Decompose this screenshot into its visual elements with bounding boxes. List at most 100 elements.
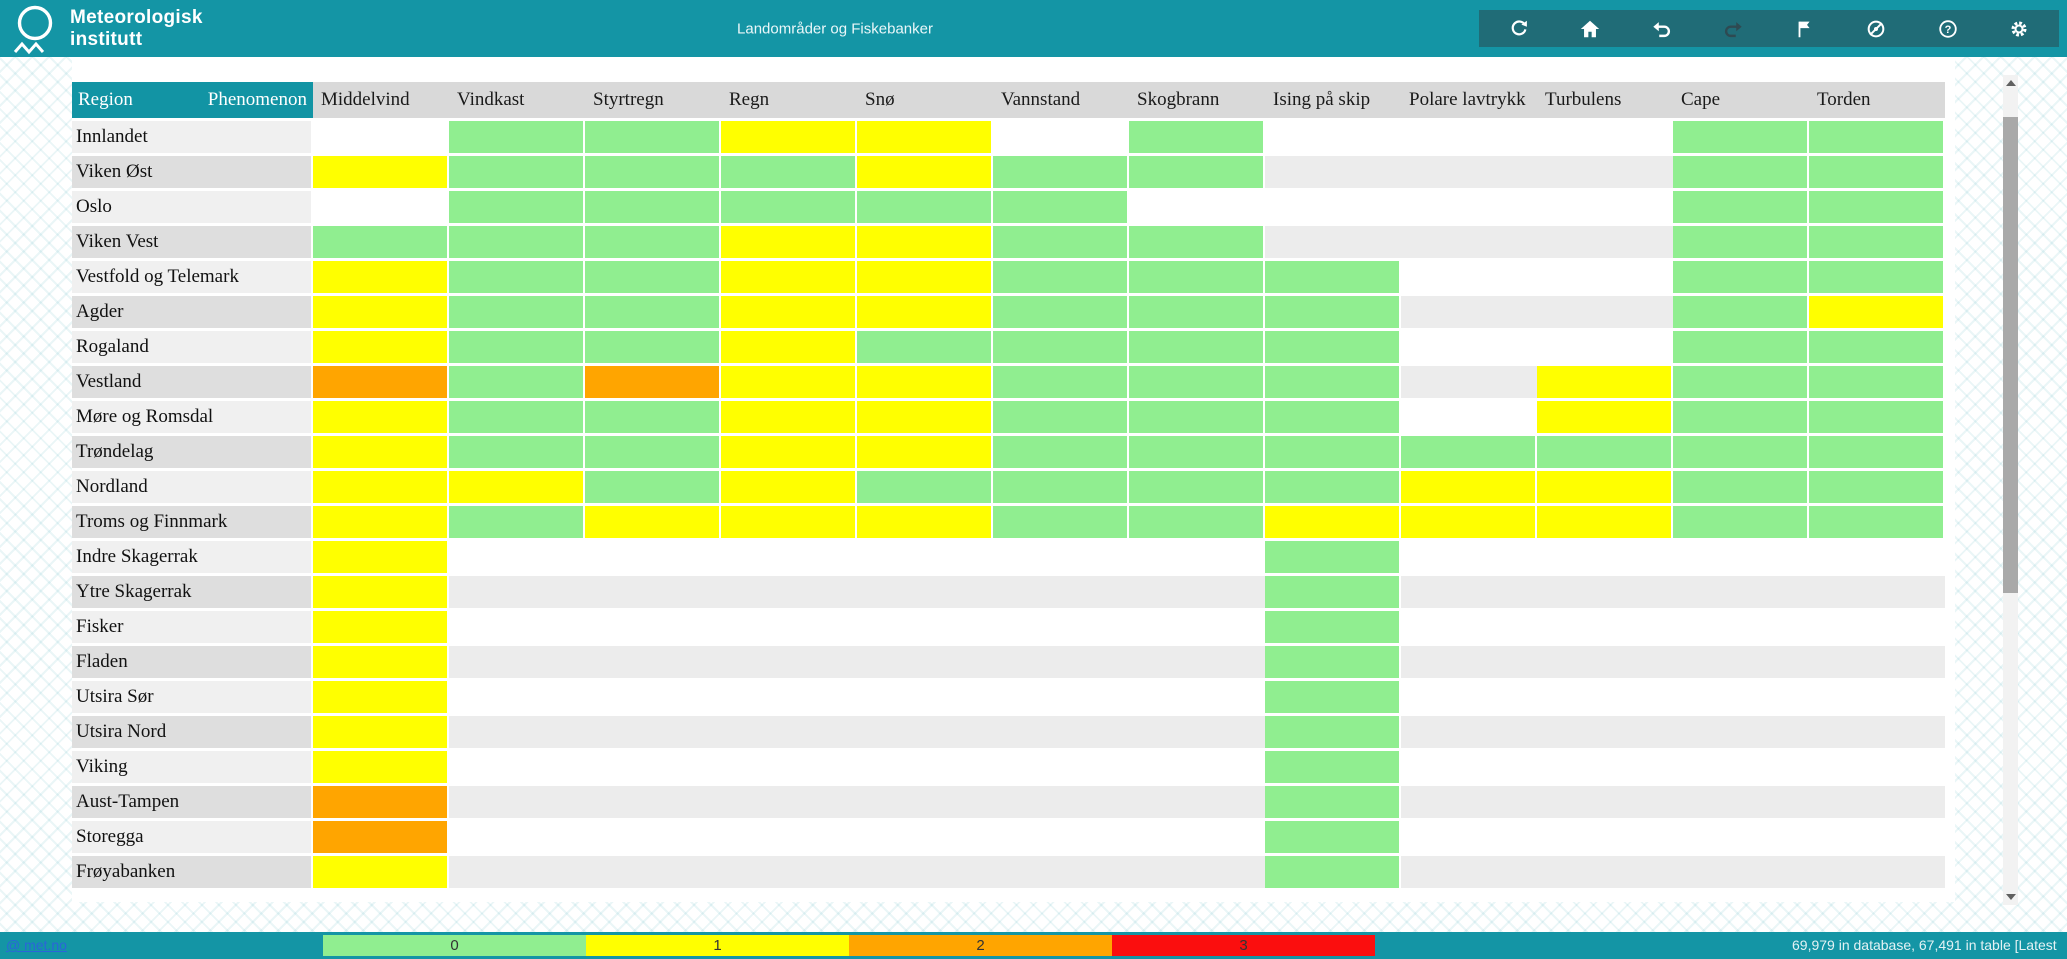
undo-icon <box>1653 21 1670 37</box>
warning-cell-severity-0 <box>1673 191 1809 226</box>
warning-cell-empty <box>1673 611 1809 646</box>
scroll-down-arrow-icon[interactable] <box>2006 894 2016 900</box>
warning-cell-severity-1 <box>721 261 857 296</box>
warning-cell-empty <box>1537 261 1673 296</box>
logo-line1: Meteorologisk <box>70 7 203 28</box>
warning-cell-severity-0 <box>1265 786 1401 821</box>
region-label: Storegga <box>72 821 313 856</box>
warning-cell-severity-1 <box>1537 506 1673 541</box>
scroll-up-arrow-icon[interactable] <box>2006 80 2016 86</box>
home-button[interactable] <box>1577 16 1603 42</box>
warning-cell-severity-0 <box>993 506 1129 541</box>
warning-cell-severity-0 <box>449 121 585 156</box>
warning-cell-severity-0 <box>1673 156 1809 191</box>
logo-text: Meteorologisk institutt <box>70 7 203 57</box>
warning-cell-severity-0 <box>1265 751 1401 786</box>
warning-cell-severity-0 <box>1129 121 1265 156</box>
warning-cell-empty <box>1537 786 1673 821</box>
warning-cell-empty <box>1537 646 1673 681</box>
warning-cell-empty <box>1537 296 1673 331</box>
warning-cell-empty <box>449 716 585 751</box>
warning-cell-empty <box>1537 716 1673 751</box>
warning-cell-empty <box>1537 576 1673 611</box>
warning-cell-empty <box>1809 541 1945 576</box>
warning-cell-severity-0 <box>449 226 585 261</box>
warning-cell-severity-0 <box>585 121 721 156</box>
warning-cell-empty <box>1537 611 1673 646</box>
warning-cell-severity-0 <box>585 331 721 366</box>
warning-cell-empty <box>449 541 585 576</box>
column-header: Vannstand <box>993 82 1129 121</box>
region-label: Vestfold og Telemark <box>72 261 313 296</box>
warning-cell-severity-1 <box>857 401 993 436</box>
warning-cell-empty <box>1401 786 1537 821</box>
warning-cell-empty <box>857 611 993 646</box>
warning-cell-severity-1 <box>1401 506 1537 541</box>
warning-cell-empty <box>1129 681 1265 716</box>
warning-cell-severity-0 <box>1265 471 1401 506</box>
column-header: Cape <box>1673 82 1809 121</box>
table-row: Aust-Tampen <box>72 786 1945 821</box>
scrollbar-thumb[interactable] <box>2003 117 2018 593</box>
warning-cell-empty <box>857 856 993 891</box>
metno-link[interactable]: @ met.no <box>6 937 67 953</box>
warning-cell-empty <box>1809 716 1945 751</box>
hide-warnings-icon <box>1867 20 1885 37</box>
warning-cell-empty <box>993 716 1129 751</box>
region-label: Ytre Skagerrak <box>72 576 313 611</box>
warning-cell-empty <box>585 646 721 681</box>
warning-cell-severity-0 <box>1265 331 1401 366</box>
warning-cell-severity-1 <box>721 121 857 156</box>
table-row: Troms og Finnmark <box>72 506 1945 541</box>
warning-cell-severity-1 <box>313 751 449 786</box>
flag-icon <box>1798 21 1810 37</box>
flag-button[interactable] <box>1792 16 1818 42</box>
table-row: Storegga <box>72 821 1945 856</box>
warning-cell-empty <box>585 821 721 856</box>
warning-cell-severity-0 <box>449 366 585 401</box>
warning-cell-severity-1 <box>313 681 449 716</box>
warning-cell-empty <box>1809 751 1945 786</box>
warning-cell-severity-1 <box>585 506 721 541</box>
settings-button[interactable] <box>2006 16 2032 42</box>
warning-cell-empty <box>1809 856 1945 891</box>
warning-cell-severity-0 <box>1265 646 1401 681</box>
redo-button[interactable] <box>1720 16 1746 42</box>
warning-cell-empty <box>721 716 857 751</box>
warning-cell-empty <box>1401 226 1537 261</box>
warning-cell-severity-1 <box>313 261 449 296</box>
region-label: Trøndelag <box>72 436 313 471</box>
warning-cell-empty <box>993 821 1129 856</box>
table-row: Ytre Skagerrak <box>72 576 1945 611</box>
warning-cell-empty <box>585 856 721 891</box>
warning-cell-empty <box>1673 576 1809 611</box>
warning-cell-empty <box>1809 576 1945 611</box>
warning-cell-empty <box>1537 856 1673 891</box>
warning-cell-severity-1 <box>313 716 449 751</box>
warning-cell-severity-0 <box>1265 856 1401 891</box>
warning-cell-severity-2 <box>585 366 721 401</box>
warning-cell-empty <box>1809 646 1945 681</box>
warning-cell-severity-1 <box>857 296 993 331</box>
warning-cell-empty <box>1129 576 1265 611</box>
warning-cell-empty <box>1401 751 1537 786</box>
undo-button[interactable] <box>1649 16 1675 42</box>
warning-cell-severity-1 <box>313 646 449 681</box>
warning-cell-empty <box>313 191 449 226</box>
table-row: Innlandet <box>72 121 1945 156</box>
warning-cell-severity-0 <box>585 156 721 191</box>
help-button[interactable]: ? <box>1935 16 1961 42</box>
warning-cell-severity-0 <box>1809 471 1945 506</box>
warning-cell-empty <box>857 821 993 856</box>
warning-cell-severity-0 <box>449 296 585 331</box>
vertical-scrollbar[interactable] <box>2003 75 2018 905</box>
refresh-button[interactable] <box>1506 16 1532 42</box>
warning-cell-severity-0 <box>1129 296 1265 331</box>
warning-cell-empty <box>1809 786 1945 821</box>
warning-cell-empty <box>1401 611 1537 646</box>
warning-cell-empty <box>449 611 585 646</box>
hide-warnings-button[interactable] <box>1863 16 1889 42</box>
warning-cell-empty <box>1401 681 1537 716</box>
help-icon: ? <box>1939 19 1957 38</box>
warning-cell-empty <box>1673 646 1809 681</box>
